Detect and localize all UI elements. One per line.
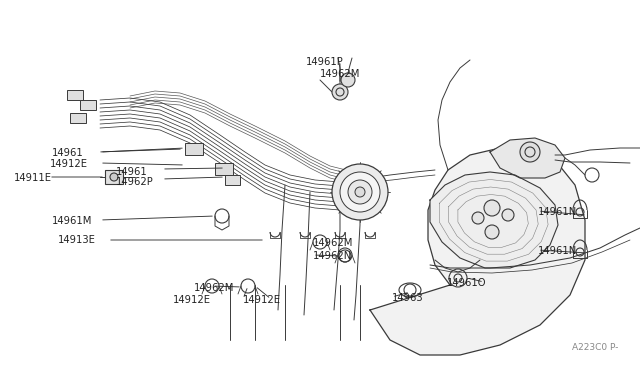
Circle shape xyxy=(110,173,118,181)
Circle shape xyxy=(485,225,499,239)
Text: A223C0 P-: A223C0 P- xyxy=(572,343,618,352)
Bar xyxy=(225,175,240,185)
Bar xyxy=(70,113,86,123)
Circle shape xyxy=(355,187,365,197)
Text: 14962P: 14962P xyxy=(116,177,154,187)
Text: 14911E: 14911E xyxy=(14,173,52,183)
Circle shape xyxy=(520,142,540,162)
Bar xyxy=(67,90,83,100)
Circle shape xyxy=(484,200,500,216)
Circle shape xyxy=(340,172,380,212)
Text: 14961O: 14961O xyxy=(447,278,486,288)
Polygon shape xyxy=(370,148,585,355)
Text: 14961: 14961 xyxy=(116,167,148,177)
Circle shape xyxy=(332,164,388,220)
Text: 14912E: 14912E xyxy=(50,159,88,169)
Circle shape xyxy=(348,180,372,204)
Text: 14961: 14961 xyxy=(52,148,84,158)
Text: 14961N: 14961N xyxy=(538,246,577,256)
Text: 14961M: 14961M xyxy=(52,216,92,226)
Text: 14962M: 14962M xyxy=(194,283,234,293)
Text: 14912E: 14912E xyxy=(173,295,211,305)
Circle shape xyxy=(502,209,514,221)
Circle shape xyxy=(472,212,484,224)
Text: 14961P: 14961P xyxy=(306,57,344,67)
Bar xyxy=(185,143,203,155)
Text: 14912E: 14912E xyxy=(243,295,281,305)
Text: 14963: 14963 xyxy=(392,293,424,303)
Text: 14962M: 14962M xyxy=(313,238,353,248)
Polygon shape xyxy=(490,138,565,178)
Text: 14962M: 14962M xyxy=(320,69,360,79)
Bar xyxy=(105,170,123,184)
Text: 14913E: 14913E xyxy=(58,235,96,245)
Bar xyxy=(215,163,233,175)
Circle shape xyxy=(332,84,348,100)
Polygon shape xyxy=(430,172,558,268)
Circle shape xyxy=(341,73,355,87)
Bar xyxy=(80,100,96,110)
Text: 14962N: 14962N xyxy=(313,251,352,261)
Text: 14961N: 14961N xyxy=(538,207,577,217)
